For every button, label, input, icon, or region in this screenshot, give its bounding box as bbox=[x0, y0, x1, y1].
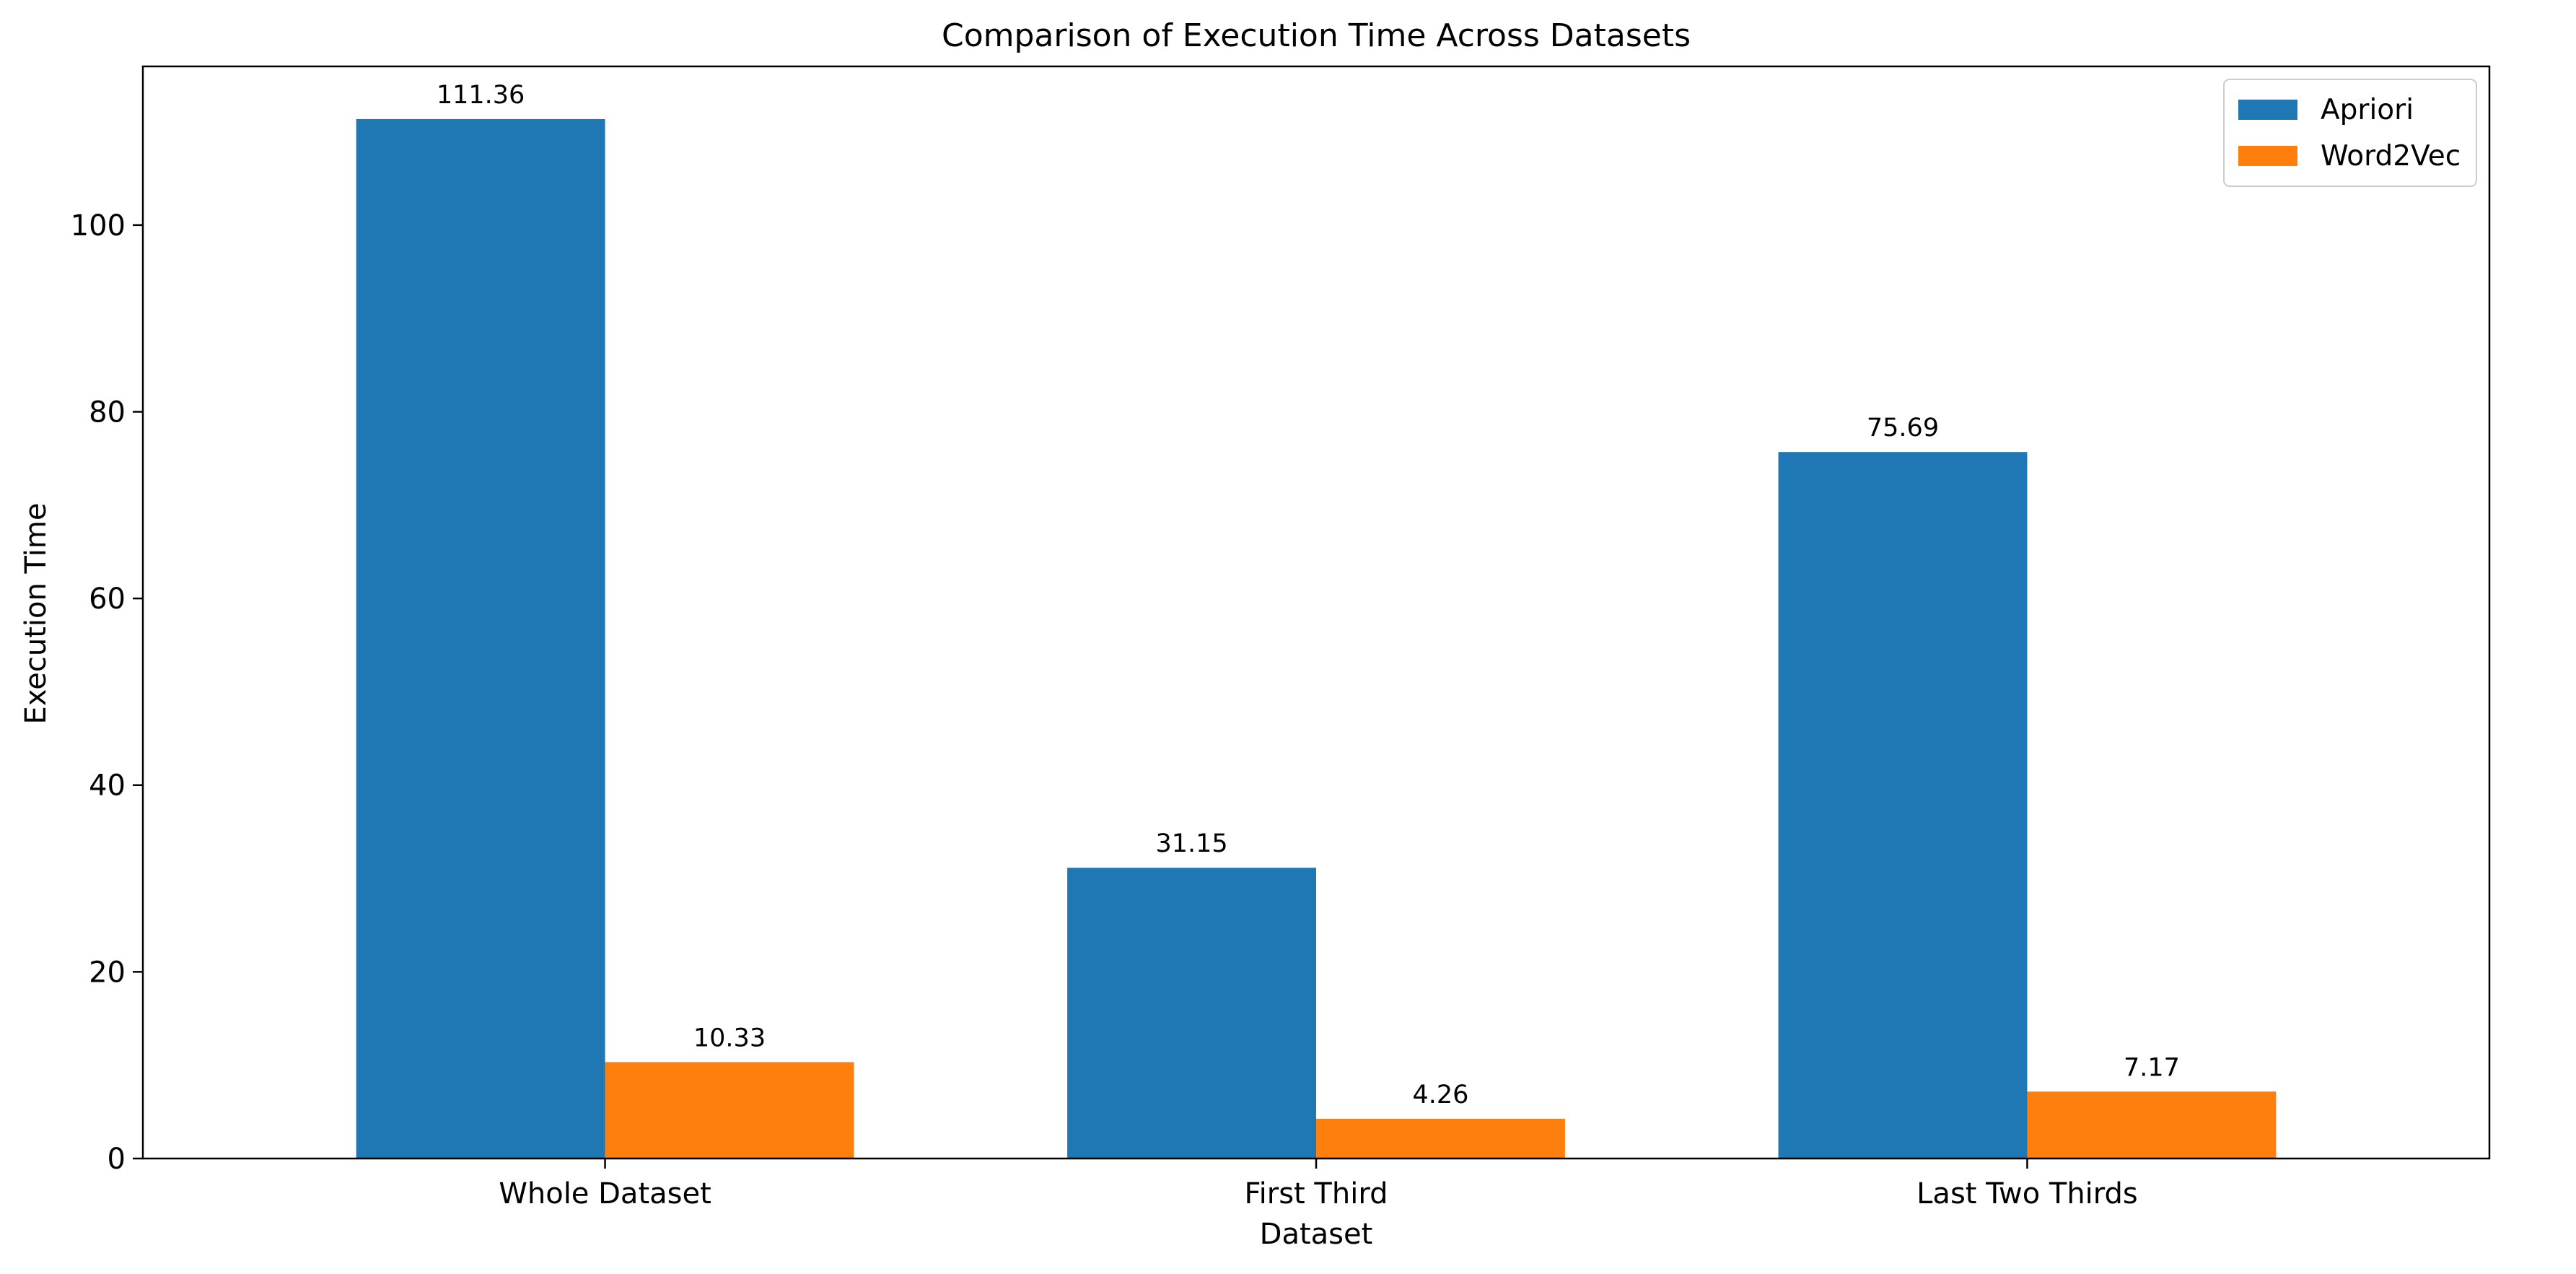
bar-word2vec-0 bbox=[605, 1062, 854, 1159]
y-tick-label: 40 bbox=[89, 769, 126, 803]
plot-frame bbox=[141, 65, 2491, 1160]
bar-apriori-1 bbox=[1067, 868, 1316, 1159]
legend-swatch-word2vec bbox=[2238, 146, 2297, 166]
x-axis-ticks: Whole Dataset First Third Last Two Thirds bbox=[499, 1159, 2138, 1210]
data-label-apriori-2: 75.69 bbox=[1867, 414, 1939, 442]
bar-word2vec-1 bbox=[1316, 1118, 1565, 1159]
data-label-word2vec-1: 4.26 bbox=[1412, 1081, 1468, 1109]
y-tick-label: 60 bbox=[89, 583, 126, 616]
legend-swatch-apriori bbox=[2238, 100, 2297, 120]
y-tick-label: 80 bbox=[89, 396, 126, 429]
data-label-word2vec-0: 10.33 bbox=[693, 1024, 766, 1052]
y-axis-title: Execution Time bbox=[19, 503, 53, 725]
x-tick-label: Last Two Thirds bbox=[1916, 1177, 2138, 1210]
bar-apriori-0 bbox=[356, 118, 605, 1159]
data-label-word2vec-2: 7.17 bbox=[2124, 1053, 2180, 1082]
x-tick-label: First Third bbox=[1245, 1177, 1388, 1210]
x-axis-title: Dataset bbox=[1260, 1218, 1373, 1251]
data-label-apriori-0: 111.36 bbox=[437, 81, 525, 110]
legend-label-apriori: Apriori bbox=[2321, 94, 2414, 126]
bars-group: 111.36 31.15 75.69 10.33 4.26 7.17 bbox=[356, 81, 2277, 1159]
chart-title: Comparison of Execution Time Across Data… bbox=[942, 17, 1691, 54]
x-tick-label: Whole Dataset bbox=[499, 1177, 711, 1210]
legend: Apriori Word2Vec bbox=[2223, 79, 2477, 187]
y-tick-label: 20 bbox=[89, 956, 126, 989]
data-label-apriori-1: 31.15 bbox=[1155, 829, 1227, 858]
bar-word2vec-2 bbox=[2027, 1091, 2277, 1159]
bar-apriori-2 bbox=[1778, 452, 2028, 1159]
legend-label-word2vec: Word2Vec bbox=[2321, 140, 2461, 173]
y-tick-label: 100 bbox=[71, 209, 126, 243]
y-tick-label: 0 bbox=[108, 1143, 126, 1176]
y-axis-ticks: 0 20 40 60 80 100 bbox=[71, 209, 143, 1176]
